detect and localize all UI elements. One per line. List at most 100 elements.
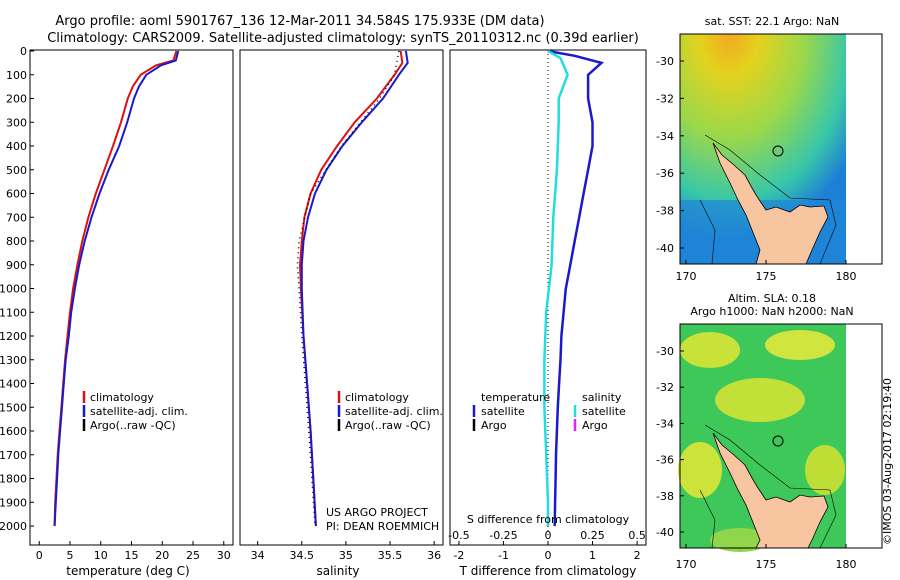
sst-map-land (712, 142, 829, 265)
sst-map-title: sat. SST: 22.1 Argo: NaN (705, 15, 839, 28)
satellite-clim-line (53, 50, 180, 527)
legend-label-climatology: climatology (90, 391, 154, 404)
s-tick-label: -0.25 (489, 529, 517, 542)
x-tick-label: -2 (453, 549, 464, 562)
sst-map-float-marker (772, 145, 784, 157)
title-line-2: Climatology: CARS2009. Satellite-adjuste… (47, 31, 639, 46)
lat-tick-label: -40 (656, 526, 674, 539)
satellite-clim-line (300, 50, 409, 527)
sla-map-white-margin (846, 324, 882, 548)
depth-tick-label: 2000 (0, 520, 27, 533)
salinity-tick-labels: 34 34.5 35 35.5 36 (251, 541, 441, 562)
lon-tick-label: 175 (756, 270, 777, 283)
x-tick-label: 36 (427, 549, 441, 562)
temperature-legend: climatology satellite-adj. clim. Argo(..… (82, 391, 188, 432)
depth-tick-label: 1300 (0, 354, 27, 367)
depth-tick-label: 500 (6, 164, 27, 177)
depth-tick-label: 900 (6, 259, 27, 272)
x-tick-label: 30 (217, 549, 231, 562)
legend-label-argo: Argo(..raw -QC) (345, 419, 431, 432)
depth-tick-label: 800 (6, 235, 27, 248)
temperature-panel: 0100200300400500600700800900100011001200… (0, 45, 234, 578)
x-tick-label: 10 (94, 549, 108, 562)
depth-tick-label: 1400 (0, 378, 27, 391)
temperature-axis-label: temperature (deg C) (66, 564, 189, 578)
depth-tick-label: 1900 (0, 496, 27, 509)
sla-map-anomaly-5 (805, 445, 845, 495)
legend-label-t-satellite: satellite (481, 405, 525, 418)
sla-map-land (712, 432, 829, 549)
sla-map-frame (679, 323, 883, 549)
sla-map-float-marker (772, 435, 784, 447)
legend-label-satellite: satellite-adj. clim. (345, 405, 443, 418)
legend-label-argo: Argo(..raw -QC) (90, 419, 176, 432)
x-tick-label: 20 (155, 549, 169, 562)
difference-panel: -2 -1 0 1 2 -0.5 -0.25 0 0.25 0.5 S difference fr… (448, 49, 647, 578)
temperature-tick-labels: 0 5 10 15 20 25 30 (36, 541, 231, 562)
depth-tick-label: 0 (20, 45, 27, 58)
x-tick-label: 5 (66, 549, 73, 562)
depth-tick-label: 1600 (0, 425, 27, 438)
depth-tick-label: 1700 (0, 449, 27, 462)
depth-tick-label: 1200 (0, 330, 27, 343)
lon-tick-label: 180 (836, 558, 857, 571)
lon-tick-label: 170 (676, 270, 697, 283)
depth-tick-label: 1100 (0, 306, 27, 319)
sla-map-title-1: Altim. SLA: 0.18 (728, 292, 816, 305)
sst-map-tick-labels: -30 -32 -34 -36 -38 -40 170 175 180 (656, 55, 856, 283)
s-satellite-diff-line (543, 49, 569, 526)
credit-project: US ARGO PROJECT (326, 506, 428, 519)
sla-map-anomaly-3 (715, 378, 805, 422)
temperature-series (53, 50, 180, 527)
depth-tick-label: 300 (6, 116, 27, 129)
sst-map-white-margin (846, 34, 882, 264)
sla-map-contour (699, 424, 837, 549)
sst-map: sat. SST: 22.1 Argo: NaN -30 -32 -34 -36 -38… (656, 15, 883, 283)
credit-pi: PI: DEAN ROEMMICH (326, 520, 439, 533)
s-tick-label: 0.5 (628, 529, 646, 542)
temperature-axes-frame (29, 49, 234, 546)
x-tick-label: 0 (545, 549, 552, 562)
sst-map-frame (679, 33, 883, 265)
salinity-panel: 34 34.5 35 35.5 36 salinity climatology sate… (239, 49, 444, 578)
lon-tick-label: 180 (836, 270, 857, 283)
imos-timestamp: ©IMOS 03-Aug-2017 02:19:40 (881, 378, 894, 545)
difference-series (543, 49, 605, 527)
s-tick-label: -0.5 (448, 529, 469, 542)
depth-tick-label: 1800 (0, 473, 27, 486)
x-tick-label: 1 (589, 549, 596, 562)
legend-header-salinity: salinity (582, 391, 622, 404)
title-line-1: Argo profile: aoml 5901767_136 12-Mar-20… (55, 14, 544, 29)
x-tick-label: 34 (251, 549, 265, 562)
x-tick-label: -1 (498, 549, 509, 562)
depth-tick-label: 600 (6, 188, 27, 201)
lon-tick-label: 175 (756, 558, 777, 571)
s-tick-label: 0 (545, 529, 552, 542)
lat-tick-label: -40 (656, 242, 674, 255)
x-tick-label: 35.5 (378, 549, 403, 562)
depth-tick-label: 1000 (0, 283, 27, 296)
lat-tick-label: -34 (656, 417, 674, 430)
sst-map-contour (699, 134, 837, 265)
difference-tick-labels: -2 -1 0 1 2 -0.5 -0.25 0 0.25 0.5 (448, 529, 646, 562)
legend-label-climatology: climatology (345, 391, 409, 404)
depth-tick-label: 100 (6, 69, 27, 82)
s-tick-label: 0.25 (580, 529, 605, 542)
lat-tick-label: -38 (656, 490, 674, 503)
depth-tick-labels: 0 100 200 300 400 500 600 700 800 900 1000 1100 1200… (0, 45, 34, 533)
salinity-legend: climatology satellite-adj. clim. Argo(..… (337, 391, 443, 432)
climatology-line (53, 50, 178, 527)
lat-tick-label: -30 (656, 55, 674, 68)
s-difference-label: S difference from climatology (467, 513, 630, 526)
depth-tick-label: 1500 (0, 401, 27, 414)
lat-tick-label: -30 (656, 345, 674, 358)
legend-label-s-argo: Argo (582, 419, 608, 432)
depth-tick-label: 700 (6, 211, 27, 224)
depth-tick-label: 400 (6, 140, 27, 153)
x-tick-label: 25 (186, 549, 200, 562)
legend-label-t-argo: Argo (481, 419, 507, 432)
lat-tick-label: -32 (656, 92, 674, 105)
salinity-axis-label: salinity (316, 564, 359, 578)
t-difference-label: T difference from climatology (459, 564, 637, 578)
